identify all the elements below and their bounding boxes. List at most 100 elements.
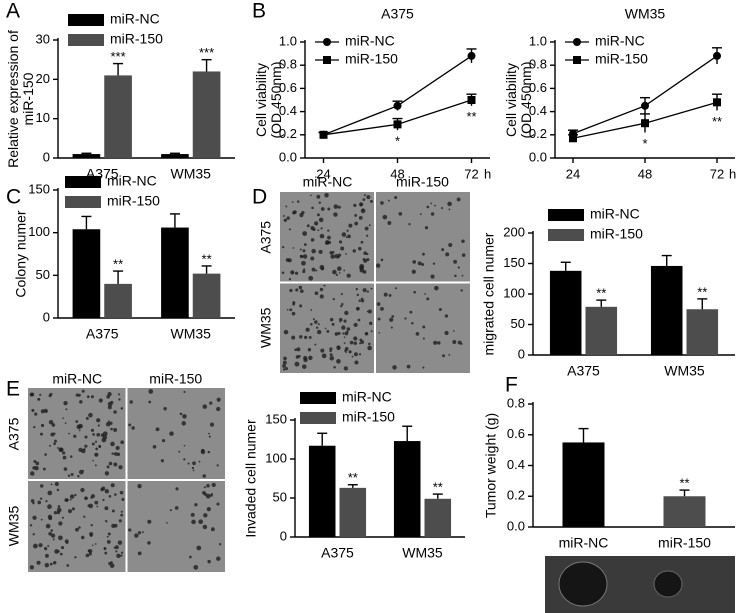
cell-dot — [60, 546, 65, 550]
legend-label: miR-150 — [590, 226, 643, 242]
cell-dot — [189, 555, 192, 559]
y-tick-label: 0 — [518, 346, 525, 361]
bar — [562, 442, 605, 527]
cell-dot — [348, 223, 353, 228]
cell-dot — [341, 325, 346, 330]
cell-dot — [128, 528, 132, 532]
cell-dot — [85, 497, 88, 500]
cell-dot — [299, 335, 303, 339]
cell-dot — [120, 510, 123, 513]
cell-dot — [283, 218, 287, 222]
cell-dot — [58, 447, 64, 452]
cell-dot — [183, 390, 186, 393]
cell-dot — [362, 198, 366, 202]
cell-dot — [333, 365, 336, 369]
legend-swatch — [548, 229, 584, 241]
cell-dot — [106, 465, 110, 469]
cell-dot — [67, 474, 71, 477]
cell-dot — [120, 407, 124, 410]
cell-dot — [57, 505, 61, 508]
cell-dot — [90, 428, 95, 432]
cell-dot — [453, 259, 458, 264]
cell-dot — [53, 432, 56, 435]
cell-dot — [389, 317, 394, 322]
cell-dot — [48, 516, 53, 521]
cell-dot — [453, 330, 455, 332]
cell-dot — [114, 545, 119, 550]
y-tick-label: 150 — [265, 411, 287, 426]
cell-dot — [326, 329, 330, 333]
cell-dot — [325, 240, 329, 245]
significance: ** — [679, 476, 689, 491]
cell-dot — [88, 552, 92, 556]
cell-dot — [96, 418, 101, 423]
cell-dot — [48, 419, 54, 425]
cell-dot — [320, 207, 325, 211]
cell-dot — [310, 309, 313, 311]
cell-dot — [299, 304, 303, 308]
cell-dot — [370, 330, 373, 333]
cell-dot — [94, 440, 98, 443]
cell-dot — [332, 269, 337, 275]
cell-dot — [141, 531, 144, 534]
cell-dot — [120, 551, 124, 554]
cell-dot — [194, 503, 198, 507]
bar — [192, 71, 221, 158]
cell-dot — [30, 392, 35, 397]
y-axis-label: (OD 450nm) — [518, 61, 534, 138]
significance: ** — [202, 251, 212, 266]
bar — [585, 306, 618, 355]
y-axis-label: migrated cell numer — [481, 232, 497, 355]
cell-dot — [169, 509, 172, 512]
cell-dot — [62, 417, 65, 420]
cell-dot — [81, 389, 85, 393]
cell-dot — [324, 327, 327, 330]
cell-dot — [341, 232, 347, 237]
cell-dot — [461, 239, 465, 244]
cell-dot — [367, 309, 372, 314]
cell-dot — [115, 445, 120, 451]
cell-dot — [33, 425, 36, 429]
cell-dot — [302, 254, 308, 259]
cell-dot — [314, 291, 319, 296]
cell-dot — [299, 213, 304, 218]
cell-dot — [208, 435, 211, 438]
cell-dot — [64, 498, 69, 503]
cell-dot — [316, 194, 321, 199]
cell-dot — [89, 534, 93, 538]
cell-dot — [358, 299, 362, 302]
cell-dot — [430, 212, 435, 216]
cell-dot — [344, 347, 349, 351]
cell-dot — [103, 548, 106, 551]
cell-dot — [411, 269, 416, 274]
cell-dot — [52, 561, 57, 565]
cell-dot — [118, 519, 122, 523]
cell-dot — [320, 227, 323, 230]
cell-dot — [282, 368, 286, 371]
y-tick-label: 200 — [503, 224, 525, 239]
cell-dot — [218, 543, 222, 546]
cell-dot — [110, 441, 115, 447]
y-axis-label: Cell viability — [253, 63, 269, 137]
cell-dot — [216, 397, 221, 402]
y-tick-label: 0.8 — [529, 57, 547, 72]
cell-dot — [48, 394, 52, 398]
tumor — [558, 561, 608, 607]
legend-swatch — [300, 412, 336, 424]
significance: ** — [712, 114, 722, 129]
cell-dot — [359, 264, 365, 269]
cell-dot — [289, 308, 293, 312]
cell-dot — [67, 509, 73, 514]
cell-dot — [169, 431, 174, 436]
legend-label: miR-150 — [110, 31, 163, 47]
x-tick-label: 48 — [390, 166, 404, 181]
y-tick-label: 100 — [503, 285, 525, 300]
cell-dot — [216, 556, 221, 561]
cell-dot — [113, 410, 117, 414]
cell-dot — [62, 455, 67, 460]
cell-dot — [78, 526, 81, 529]
x-tick-label: miR-NC — [559, 535, 609, 551]
cell-dot — [291, 335, 296, 340]
cell-dot — [345, 253, 347, 255]
legend-swatch — [68, 34, 104, 46]
